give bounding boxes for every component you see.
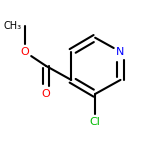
Text: CH₃: CH₃ [4, 21, 22, 32]
Text: O: O [20, 47, 29, 57]
Text: O: O [42, 89, 50, 99]
Text: Cl: Cl [90, 117, 101, 127]
Text: N: N [116, 47, 125, 57]
